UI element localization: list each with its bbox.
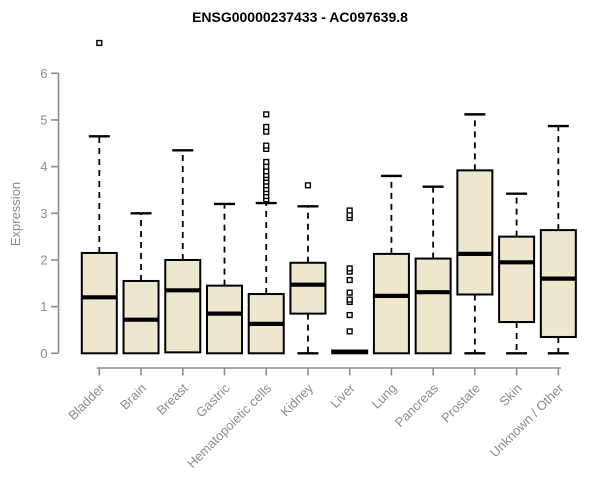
y-tick-label: 0: [40, 346, 47, 361]
y-tick-label: 4: [40, 159, 47, 174]
box-pancreas: [414, 185, 452, 355]
outlier-point: [304, 182, 312, 189]
y-axis: 0 1 2 3 4 5 6: [40, 66, 60, 361]
box-breast: [164, 149, 202, 354]
x-category-label: Pancreas: [392, 380, 442, 430]
outlier-point: [346, 265, 353, 272]
outlier-point: [96, 39, 103, 47]
outlier-point: [346, 296, 353, 303]
y-tick-label: 2: [40, 252, 47, 267]
x-category-label: Breast: [154, 380, 191, 417]
iqr-box: [456, 169, 494, 296]
x-category-label: Skin: [496, 381, 524, 409]
outlier-point: [263, 111, 270, 118]
iqr-box: [539, 229, 577, 338]
iqr-box: [80, 251, 118, 355]
iqr-box: [205, 284, 243, 355]
y-tick-label: 5: [40, 112, 47, 127]
x-category-label: Bladder: [65, 380, 108, 423]
box-unknown-other: [539, 124, 577, 355]
box-kidney: [289, 182, 327, 355]
outlier-point: [346, 311, 353, 319]
x-category-label: Brain: [117, 381, 149, 413]
outlier-point: [263, 123, 270, 131]
box-lung: [372, 174, 410, 355]
iqr-box: [164, 258, 202, 354]
box-liver: [331, 207, 369, 355]
x-category-label: Gastric: [193, 380, 233, 420]
outlier-point: [346, 276, 353, 284]
iqr-box: [122, 279, 160, 355]
y-axis-label: Expression: [8, 181, 23, 247]
outlier-point: [346, 289, 353, 296]
iqr-box: [372, 252, 410, 355]
y-tick-label: 3: [40, 206, 47, 221]
x-category-label: Liver: [327, 380, 358, 411]
box-hematopoietic-cells: [247, 111, 285, 355]
iqr-box: [289, 261, 327, 315]
box-bladder: [80, 39, 118, 355]
x-category-label: Prostate: [438, 381, 483, 426]
x-category-label: Kidney: [277, 380, 316, 419]
box-prostate: [456, 113, 494, 355]
y-tick-label: 6: [40, 66, 47, 81]
x-category-label: Unknown / Other: [487, 380, 567, 460]
iqr-box: [414, 257, 452, 355]
outlier-point: [263, 142, 270, 149]
box-skin: [498, 192, 536, 355]
box-gastric: [205, 202, 243, 355]
box-brain: [122, 212, 160, 355]
outlier-point: [346, 207, 353, 214]
outlier-point: [346, 328, 353, 335]
y-tick-label: 1: [40, 299, 47, 314]
iqr-box: [498, 235, 536, 324]
chart-title: ENSG00000237433 - AC097639.8: [192, 9, 408, 25]
x-category-label: Lung: [368, 381, 399, 412]
outlier-point: [263, 158, 270, 166]
